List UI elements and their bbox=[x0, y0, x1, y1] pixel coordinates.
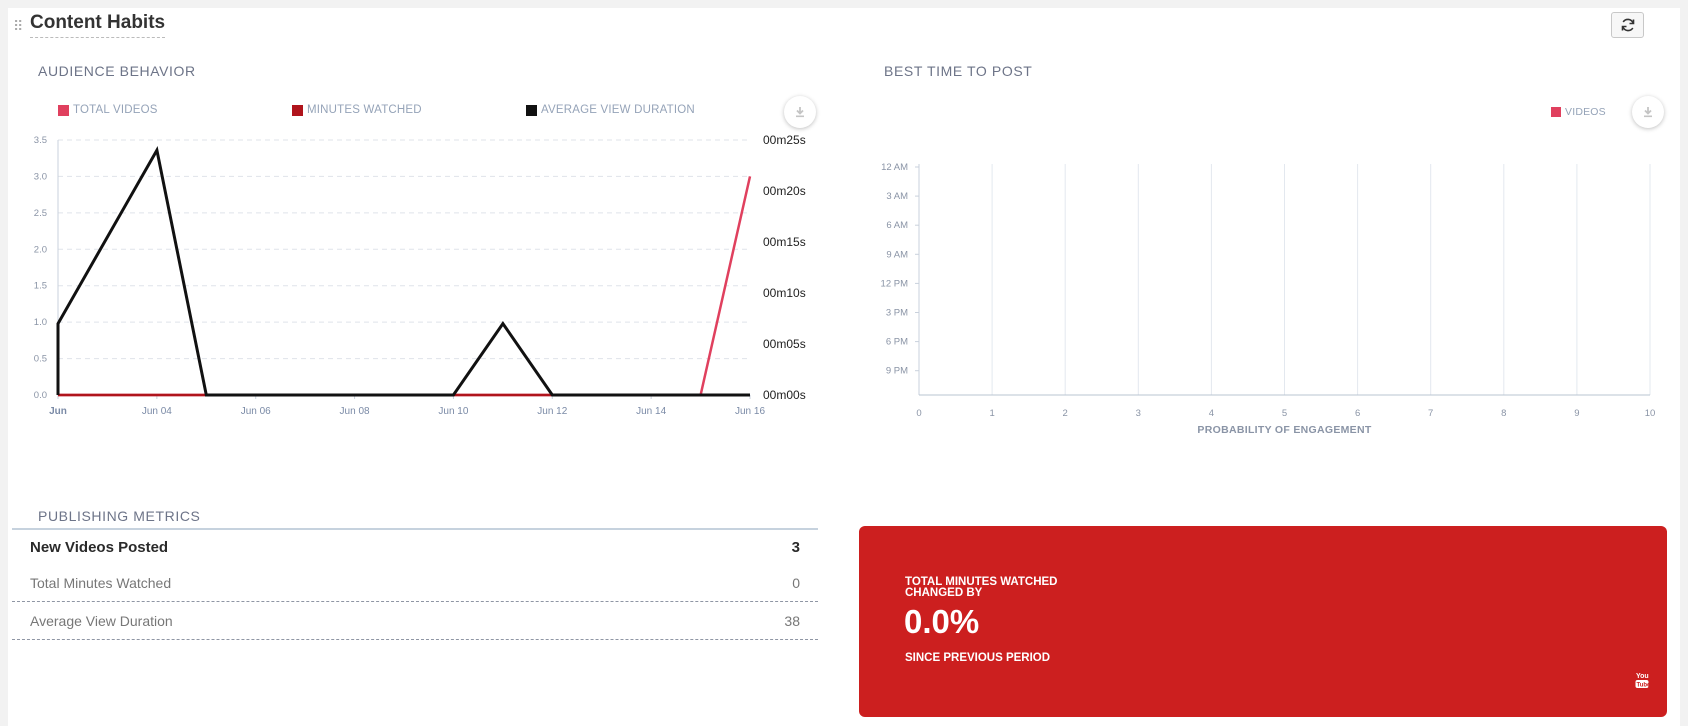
card-label: TOTAL MINUTES WATCHED CHANGED BY bbox=[905, 576, 1058, 599]
legend-minutes-watched[interactable]: MINUTES WATCHED bbox=[292, 104, 422, 116]
y-tick-label: 12 PM bbox=[881, 278, 909, 289]
minutes-change-card: TOTAL MINUTES WATCHED CHANGED BY 0.0% SI… bbox=[859, 526, 1667, 717]
metric-label: New Videos Posted bbox=[30, 538, 169, 556]
metric-row-total-minutes: Total Minutes Watched 0 bbox=[12, 564, 818, 602]
metric-value: 3 bbox=[791, 538, 800, 556]
metric-label: Average View Duration bbox=[30, 612, 173, 629]
metric-value: 38 bbox=[784, 612, 800, 629]
y-right-tick-label: 00m15s bbox=[763, 235, 806, 249]
y-tick-label: 6 AM bbox=[886, 220, 908, 231]
y-right-tick-label: 00m10s bbox=[763, 286, 806, 300]
download-icon bbox=[1644, 107, 1652, 118]
legend-swatch bbox=[58, 104, 69, 116]
y-left-tick-label: 1.5 bbox=[34, 281, 47, 292]
legend-swatch bbox=[292, 104, 303, 116]
audience-behavior-chart: 0.0 0.5 1.0 1.5 2.0 2.5 3.0 3.5 00m00s 00m05s 00m1… bbox=[34, 133, 806, 417]
y-right-tick-label: 00m00s bbox=[763, 388, 806, 402]
x-tick-label: 3 bbox=[1136, 408, 1141, 419]
publishing-metrics-table: New Videos Posted 3 Total Minutes Watche… bbox=[12, 528, 818, 640]
drag-handle-icon[interactable]: ⠿ bbox=[13, 18, 23, 34]
y-left-tick-label: 2.0 bbox=[34, 244, 47, 255]
y-right-tick-label: 00m05s bbox=[763, 337, 806, 351]
x-tick-label: 4 bbox=[1209, 408, 1214, 419]
y-tick-label: 3 AM bbox=[886, 191, 908, 202]
x-tick-label: 0 bbox=[916, 408, 921, 419]
y-tick-label: 3 PM bbox=[886, 308, 908, 319]
y-tick-label: 9 AM bbox=[886, 249, 908, 260]
best-time-chart: 0 1 2 3 4 5 6 7 8 9 10 12 AM 3 AM 6 AM 9 AM 12 PM 3 PM 6 … bbox=[881, 162, 1656, 436]
y-tick-label: 9 PM bbox=[886, 366, 908, 377]
metric-label: Total Minutes Watched bbox=[30, 574, 172, 591]
legend-swatch bbox=[526, 104, 537, 116]
x-tick-label: Jun bbox=[49, 406, 67, 417]
legend-swatch bbox=[1551, 107, 1561, 117]
metric-value: 0 bbox=[792, 574, 800, 591]
x-tick-label: Jun 14 bbox=[636, 406, 666, 417]
legend-label: TOTAL VIDEOS bbox=[73, 104, 158, 116]
card-value: 0.0% bbox=[904, 603, 980, 640]
x-tick-label: 8 bbox=[1501, 408, 1506, 419]
x-tick-label: 7 bbox=[1428, 408, 1433, 419]
x-tick-label: 6 bbox=[1355, 408, 1360, 419]
legend-average-view-duration[interactable]: AVERAGE VIEW DURATION bbox=[526, 104, 695, 116]
svg-text:You: You bbox=[1636, 673, 1649, 680]
y-left-tick-label: 0.5 bbox=[34, 354, 47, 365]
x-tick-label: 9 bbox=[1574, 408, 1579, 419]
audience-behavior-title: AUDIENCE BEHAVIOR bbox=[38, 63, 196, 79]
x-tick-label: 10 bbox=[1645, 408, 1656, 419]
refresh-icon bbox=[1621, 18, 1634, 32]
metric-row-new-videos: New Videos Posted 3 bbox=[12, 530, 818, 564]
y-right-tick-label: 00m20s bbox=[763, 184, 806, 198]
legend-label: VIDEOS bbox=[1565, 106, 1606, 118]
legend-label: MINUTES WATCHED bbox=[307, 104, 422, 116]
y-left-tick-label: 3.5 bbox=[34, 135, 47, 146]
x-tick-label: Jun 04 bbox=[142, 406, 172, 417]
best-time-title: BEST TIME TO POST bbox=[884, 63, 1033, 79]
y-left-tick-label: 1.0 bbox=[34, 317, 47, 328]
series-line-average-view-duration bbox=[56, 145, 750, 397]
y-tick-label: 6 PM bbox=[886, 337, 908, 348]
publishing-metrics-title: PUBLISHING METRICS bbox=[38, 508, 201, 524]
x-tick-label: Jun 10 bbox=[438, 406, 468, 417]
download-icon bbox=[796, 107, 804, 118]
x-tick-label: 2 bbox=[1063, 408, 1068, 419]
y-left-tick-label: 0.0 bbox=[34, 390, 47, 401]
refresh-button[interactable] bbox=[1611, 12, 1644, 38]
x-tick-label: 5 bbox=[1282, 408, 1287, 419]
legend-label: AVERAGE VIEW DURATION bbox=[541, 104, 695, 116]
download-button[interactable] bbox=[784, 96, 816, 128]
x-tick-label: Jun 12 bbox=[537, 406, 567, 417]
download-button[interactable] bbox=[1632, 96, 1664, 128]
panel-title: Content Habits bbox=[30, 12, 166, 38]
svg-text:Tube: Tube bbox=[1637, 683, 1650, 689]
metric-row-average-view-duration: Average View Duration 38 bbox=[12, 602, 818, 640]
legend-total-videos[interactable]: TOTAL VIDEOS bbox=[58, 104, 158, 116]
y-left-tick-label: 3.0 bbox=[34, 171, 47, 182]
x-axis-title: PROBABILITY OF ENGAGEMENT bbox=[1197, 424, 1371, 436]
x-tick-label: Jun 06 bbox=[241, 406, 271, 417]
y-left-tick-label: 2.5 bbox=[34, 208, 47, 219]
legend-videos[interactable]: VIDEOS bbox=[1551, 106, 1606, 118]
x-tick-label: Jun 08 bbox=[340, 406, 370, 417]
x-tick-label: Jun 16 bbox=[735, 406, 765, 417]
card-since-label: SINCE PREVIOUS PERIOD bbox=[905, 652, 1051, 664]
youtube-icon: You Tube bbox=[1635, 673, 1650, 689]
x-tick-label: 1 bbox=[989, 408, 994, 419]
y-tick-label: 12 AM bbox=[881, 162, 908, 173]
y-right-tick-label: 00m25s bbox=[763, 133, 806, 147]
